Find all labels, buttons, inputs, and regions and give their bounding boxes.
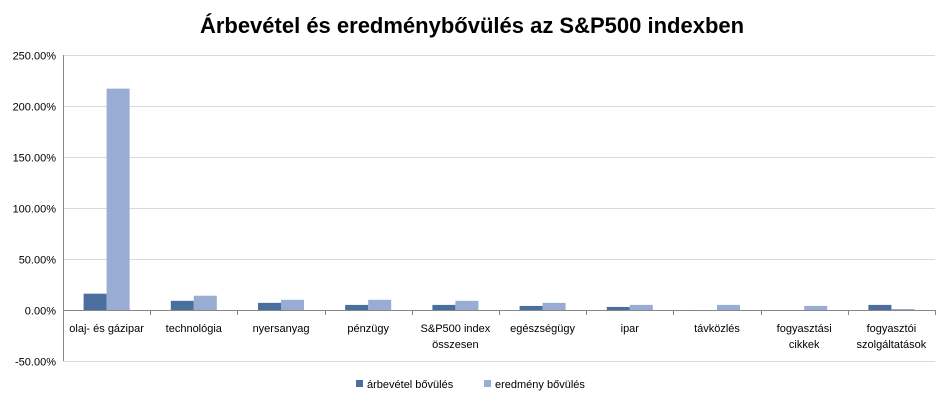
bar-arbevetel [432, 304, 456, 310]
bar-eredmeny [629, 304, 653, 310]
bar-eredmeny [891, 308, 915, 310]
bar-arbevetel [519, 305, 543, 310]
bar-arbevetel [345, 304, 369, 310]
x-category-label: egészségügy [510, 323, 575, 335]
bar-eredmeny [804, 305, 828, 310]
bar-eredmeny [455, 300, 479, 310]
y-tick-label: 50.00% [19, 255, 57, 267]
bar-eredmeny [717, 304, 740, 310]
x-category-label: pénzügy [347, 323, 389, 335]
x-category-label: fogyasztási [777, 323, 832, 335]
x-category-label: távközlés [694, 323, 740, 335]
legend-label: eredmény bővülés [495, 379, 585, 391]
bar-arbevetel [868, 304, 892, 310]
legend-swatch [356, 380, 363, 387]
bar-eredmeny [193, 295, 217, 310]
bars [83, 88, 915, 312]
y-tick-label: 100.00% [13, 204, 57, 216]
x-category-label: szolgáltatások [857, 339, 927, 351]
bar-eredmeny [106, 88, 130, 310]
chart-title: Árbevétel és eredménybővülés az S&P500 i… [200, 13, 744, 38]
gridlines [63, 55, 935, 362]
bar-arbevetel [606, 306, 630, 310]
legend-swatch [484, 380, 491, 387]
y-axis-ticks: 250.00% 200.00% 150.00% 100.00% 50.00% 0.00% -… [13, 51, 57, 369]
x-category-label: cikkek [789, 339, 820, 351]
legend-label: árbevétel bővülés [367, 379, 454, 391]
x-category-label: ipar [621, 323, 640, 335]
x-axis-categories: olaj- és gázipar technológia nyersanyag pén… [69, 323, 926, 351]
x-category-label: olaj- és gázipar [69, 323, 144, 335]
x-category-label: összesen [432, 339, 478, 351]
y-tick-label: 0.00% [25, 306, 56, 318]
bar-eredmeny [542, 302, 566, 310]
bar-arbevetel [258, 302, 281, 310]
x-category-label: technológia [166, 323, 223, 335]
axes [63, 55, 936, 361]
x-category-label: fogyasztói [867, 323, 917, 335]
y-tick-label: 200.00% [13, 102, 57, 114]
bar-arbevetel [83, 293, 107, 310]
x-category-label: nyersanyag [253, 323, 310, 335]
bar-eredmeny [281, 299, 304, 310]
y-tick-label: 150.00% [13, 153, 57, 165]
legend: árbevétel bővülés eredmény bővülés [356, 379, 585, 391]
y-tick-label: -50.00% [15, 357, 56, 369]
bar-arbevetel [170, 300, 194, 310]
y-tick-label: 250.00% [13, 51, 57, 63]
x-category-label: S&P500 index [421, 323, 491, 335]
bar-eredmeny [368, 299, 392, 310]
